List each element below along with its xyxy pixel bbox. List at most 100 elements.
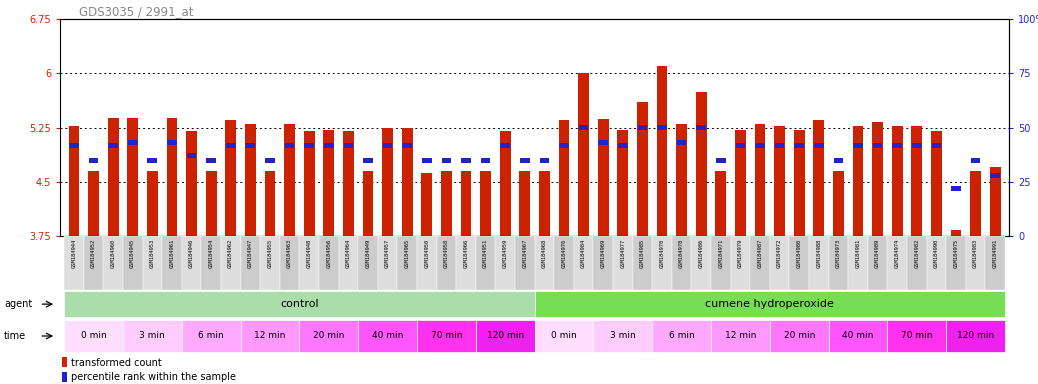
Text: GSM184955: GSM184955 <box>268 239 272 268</box>
Text: 0 min: 0 min <box>81 331 107 341</box>
Bar <box>594 236 613 290</box>
Bar <box>598 119 608 236</box>
Bar <box>246 142 255 147</box>
Bar <box>62 357 66 367</box>
Text: 120 min: 120 min <box>487 331 524 341</box>
Bar <box>182 320 241 352</box>
Bar <box>540 158 549 163</box>
Text: GSM184964: GSM184964 <box>346 239 351 268</box>
Bar <box>695 91 707 236</box>
Text: GSM184961: GSM184961 <box>169 239 174 268</box>
Text: GSM184980: GSM184980 <box>797 239 801 268</box>
Bar <box>579 125 589 130</box>
Bar <box>319 236 338 290</box>
Text: GSM184959: GSM184959 <box>502 239 508 268</box>
Bar <box>947 320 1005 352</box>
Text: GSM184949: GSM184949 <box>365 239 371 268</box>
Text: GSM184989: GSM184989 <box>875 239 880 268</box>
Bar <box>324 130 334 236</box>
Bar <box>88 171 99 236</box>
Bar <box>931 131 941 236</box>
Bar <box>794 142 804 147</box>
Bar <box>931 142 941 147</box>
Text: 12 min: 12 min <box>254 331 285 341</box>
Bar <box>64 236 84 290</box>
Bar <box>62 372 66 382</box>
Bar <box>343 131 354 236</box>
Bar <box>64 291 535 317</box>
Bar <box>872 122 883 236</box>
Bar <box>691 236 711 290</box>
Bar <box>147 158 157 163</box>
Bar <box>475 320 535 352</box>
Bar <box>398 236 417 290</box>
Bar <box>402 128 412 236</box>
Bar <box>225 121 236 236</box>
Bar <box>441 171 452 236</box>
Text: GSM184944: GSM184944 <box>72 239 77 268</box>
Bar <box>736 142 745 147</box>
Bar <box>475 236 495 290</box>
Bar <box>696 125 706 130</box>
Bar <box>142 236 162 290</box>
Bar <box>574 236 594 290</box>
Bar <box>892 126 903 236</box>
Text: GSM184946: GSM184946 <box>189 239 194 268</box>
Text: GSM184972: GSM184972 <box>777 239 782 268</box>
Bar <box>417 320 475 352</box>
Bar <box>201 236 221 290</box>
Text: GSM184966: GSM184966 <box>463 239 468 268</box>
Bar <box>774 142 785 147</box>
Bar <box>84 236 104 290</box>
Bar <box>985 236 1005 290</box>
Bar <box>363 158 373 163</box>
Bar <box>64 320 122 352</box>
Bar <box>280 236 299 290</box>
Bar <box>162 236 182 290</box>
Bar <box>657 66 667 236</box>
Bar <box>108 118 118 236</box>
Bar <box>672 236 691 290</box>
Bar <box>495 236 515 290</box>
Text: GSM184963: GSM184963 <box>288 239 292 268</box>
Text: GSM184947: GSM184947 <box>248 239 253 268</box>
Bar <box>362 171 374 236</box>
Bar <box>715 171 727 236</box>
Bar <box>421 158 432 163</box>
Bar <box>520 158 529 163</box>
Bar <box>951 186 961 191</box>
Text: GSM184968: GSM184968 <box>542 239 547 268</box>
Bar <box>324 142 333 147</box>
Bar <box>912 142 922 147</box>
Bar <box>990 167 1001 236</box>
Bar <box>358 320 417 352</box>
Text: 40 min: 40 min <box>372 331 403 341</box>
Bar <box>887 320 947 352</box>
Bar <box>677 140 686 146</box>
Bar <box>716 158 726 163</box>
Bar <box>868 236 887 290</box>
Bar <box>221 236 241 290</box>
Text: 20 min: 20 min <box>313 331 345 341</box>
Text: percentile rank within the sample: percentile rank within the sample <box>71 372 236 382</box>
Text: GSM184990: GSM184990 <box>934 239 939 268</box>
Text: GSM184978: GSM184978 <box>679 239 684 268</box>
Bar <box>750 236 770 290</box>
Bar <box>265 158 275 163</box>
Text: GSM184948: GSM184948 <box>306 239 311 268</box>
Bar <box>971 158 981 163</box>
Bar <box>147 171 158 236</box>
Bar <box>515 236 535 290</box>
Bar <box>735 130 745 236</box>
Text: GSM184974: GSM184974 <box>895 239 900 268</box>
Bar <box>907 236 927 290</box>
Bar <box>539 171 550 236</box>
Text: GSM184967: GSM184967 <box>522 239 527 268</box>
Bar <box>927 236 947 290</box>
Bar <box>182 236 201 290</box>
Bar <box>676 124 687 236</box>
Bar <box>834 171 844 236</box>
Text: 70 min: 70 min <box>901 331 932 341</box>
Bar <box>167 140 176 146</box>
Bar <box>344 142 353 147</box>
